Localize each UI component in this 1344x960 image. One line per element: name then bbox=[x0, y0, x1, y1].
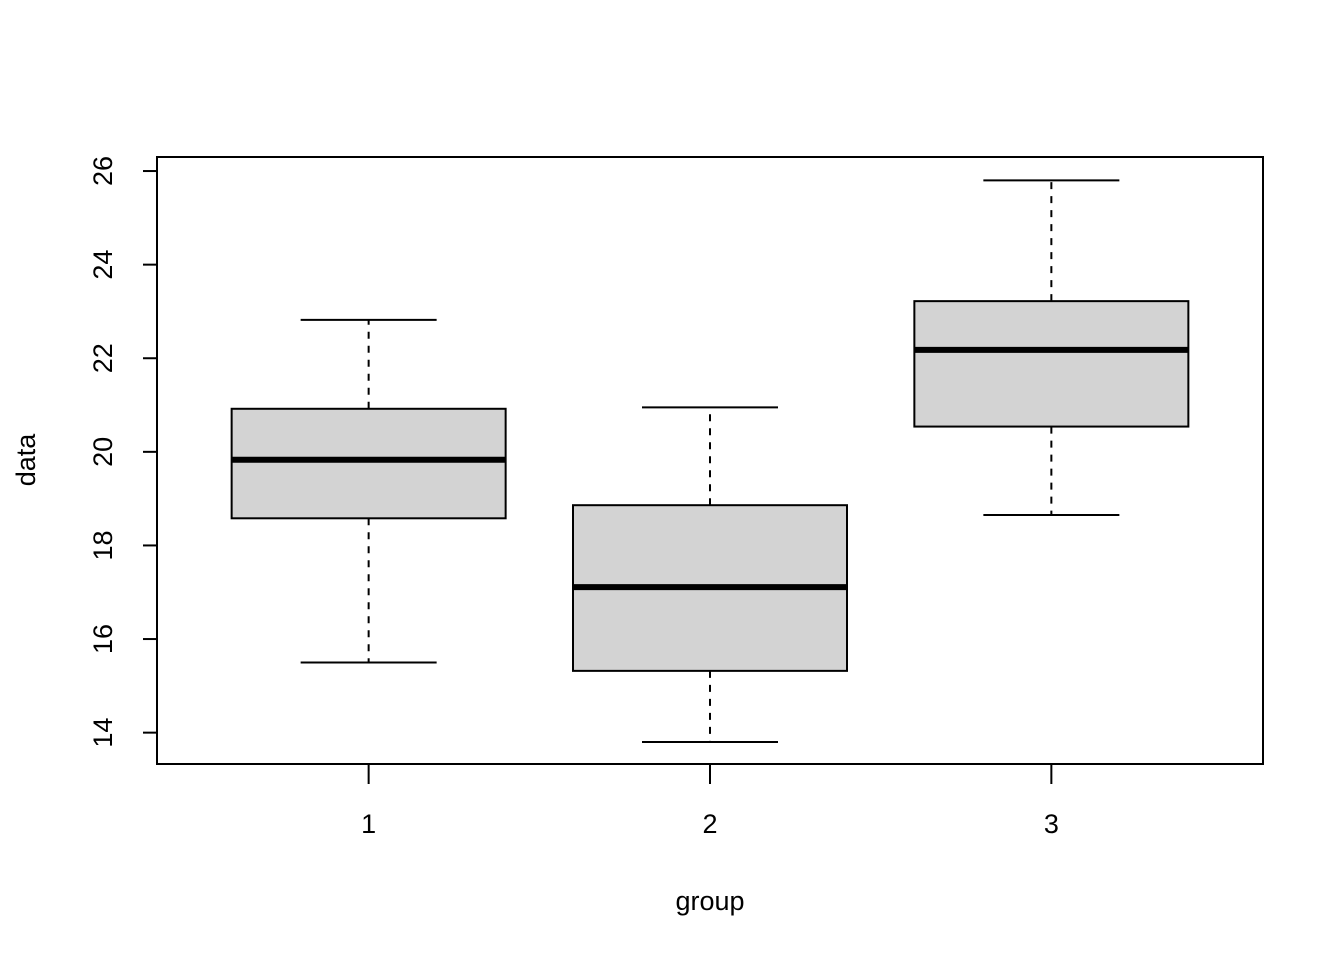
y-axis-label: data bbox=[11, 433, 41, 487]
x-tick-label: 1 bbox=[361, 809, 376, 839]
y-tick-label: 24 bbox=[88, 250, 118, 280]
x-tick-label: 2 bbox=[702, 809, 717, 839]
y-tick-label: 20 bbox=[88, 437, 118, 467]
box-group-3 bbox=[913, 179, 1190, 517]
y-tick-label: 14 bbox=[88, 718, 118, 748]
box-iqr bbox=[230, 407, 507, 520]
y-tick-label: 22 bbox=[88, 343, 118, 373]
y-tick-label: 16 bbox=[88, 624, 118, 654]
y-tick-label: 18 bbox=[88, 530, 118, 560]
x-axis: 1 2 3 bbox=[361, 763, 1059, 839]
y-axis: 14 16 18 20 22 24 26 bbox=[88, 156, 158, 748]
boxes-layer bbox=[230, 179, 1190, 744]
box-group-2 bbox=[572, 406, 848, 744]
box-iqr bbox=[913, 300, 1190, 428]
x-tick-label: 3 bbox=[1044, 809, 1059, 839]
y-tick-label: 26 bbox=[88, 156, 118, 186]
x-axis-label: group bbox=[675, 886, 744, 916]
box-group-1 bbox=[230, 318, 507, 664]
